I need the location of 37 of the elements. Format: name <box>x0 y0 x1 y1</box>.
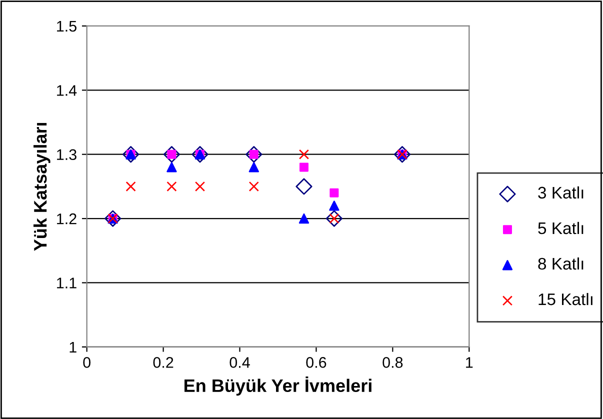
point <box>104 210 122 227</box>
legend-label: 5 Katlı <box>538 222 584 234</box>
point <box>166 162 177 172</box>
point <box>298 149 310 160</box>
x-tick-label: 0 <box>83 357 90 368</box>
y-axis-title: Yük Katsayıları <box>33 122 50 251</box>
x-tick-label: 0.4 <box>230 357 250 368</box>
y-tick-label: 1.1 <box>57 278 76 288</box>
point <box>298 213 310 224</box>
point <box>166 181 177 192</box>
y-tick-label: 1.2 <box>57 213 76 224</box>
point <box>296 178 312 195</box>
point <box>122 146 140 163</box>
legend-label: 8 Katlı <box>538 257 584 270</box>
y-tick-label: 1 <box>70 342 76 352</box>
legend-label: 15 Katlı <box>538 292 592 306</box>
point <box>248 181 259 192</box>
point <box>330 188 339 198</box>
x-tick-label: 0.2 <box>153 357 174 368</box>
point <box>299 162 308 172</box>
point <box>126 181 136 192</box>
y-tick-label: 1.3 <box>57 149 76 160</box>
point <box>394 146 411 163</box>
point <box>246 146 262 163</box>
legend-label: 3 Katlı <box>538 186 584 199</box>
x-tick-label: 1 <box>466 357 473 368</box>
point <box>248 162 259 172</box>
point <box>192 146 208 163</box>
point <box>329 200 340 211</box>
x-tick-label: 0.8 <box>382 357 403 368</box>
y-tick-label: 1.4 <box>57 85 77 96</box>
y-tick-label: 1.5 <box>57 21 76 32</box>
point <box>163 146 180 163</box>
x-axis-title: En Büyük Yer İvmeleri <box>184 376 372 396</box>
point <box>194 181 206 192</box>
x-tick-label: 0.6 <box>306 357 326 368</box>
point <box>326 210 342 227</box>
